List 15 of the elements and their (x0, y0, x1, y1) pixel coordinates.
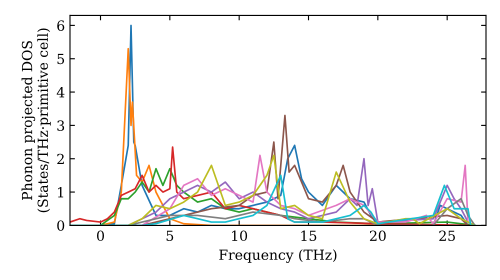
x-tick-label: 15 (301, 230, 316, 242)
y-tick-label: 0 (57, 220, 64, 231)
y-tick-label: 1 (58, 187, 64, 198)
y-axis-title: Phonon projected DOS (States/THz·primitive cell) (22, 28, 51, 212)
y-tick-label: 6 (57, 20, 64, 31)
y-tick-label: 3 (57, 120, 64, 131)
y-tick-label: 2 (57, 154, 64, 164)
x-axis-title: Frequency (THz) (219, 249, 336, 263)
x-tick-label: 25 (439, 230, 455, 242)
y-tick-label: 4 (56, 87, 64, 98)
x-tick-label: 20 (370, 230, 386, 242)
x-tick-label: 5 (166, 230, 174, 242)
y-tick-label: 5 (57, 54, 64, 64)
x-tick-label: 0 (97, 230, 104, 242)
x-tick-label: 10 (232, 230, 248, 242)
